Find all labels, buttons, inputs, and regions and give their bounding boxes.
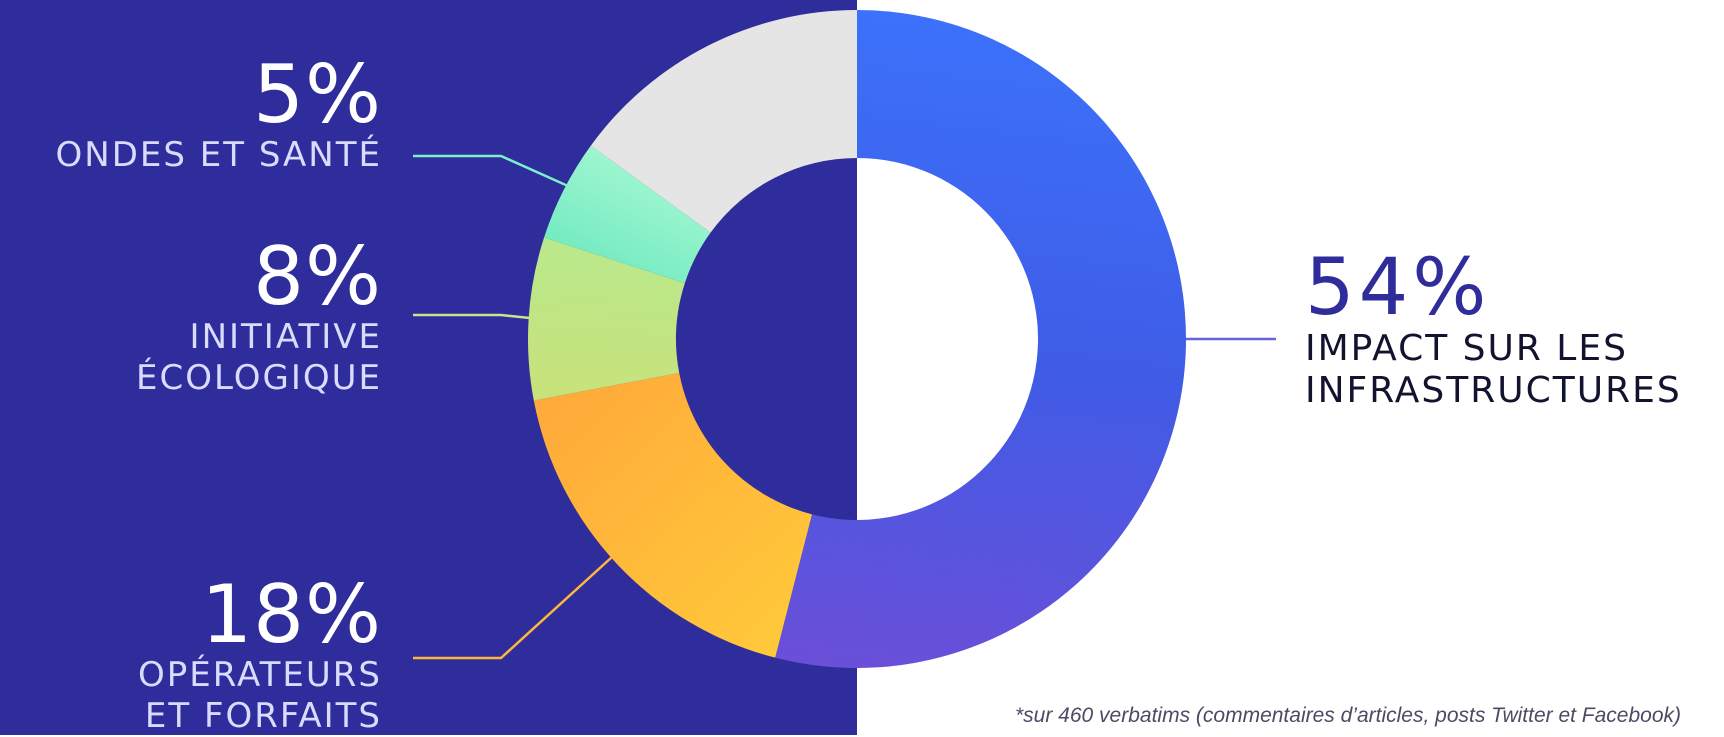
percent-infrastructures: 54%	[1305, 243, 1491, 333]
leader-line-ecologique	[413, 313, 531, 320]
footnote: *sur 460 verbatims (commentaires d’artic…	[1015, 704, 1682, 727]
category-infrastructures-line1: IMPACT SUR LES	[1305, 328, 1628, 369]
donut-slices	[528, 10, 1186, 668]
leader-line-operateurs	[413, 556, 613, 660]
category-operateurs-line2: ET FORFAITS	[144, 696, 382, 736]
category-operateurs-line1: OPÉRATEURS	[138, 655, 382, 695]
leader-lines	[413, 154, 1276, 660]
donut-slice-54pct	[775, 10, 1186, 668]
donut-slice-8pct	[528, 237, 685, 401]
donut-slice-5pct	[544, 145, 711, 284]
percent-operateurs: 18%	[201, 568, 382, 661]
category-ecologique-line1: INITIATIVE	[189, 317, 382, 357]
percent-ondes: 5%	[253, 48, 382, 141]
label-operateurs-et-forfaits: 18% OPÉRATEURS ET FORFAITS	[138, 575, 382, 737]
percent-ecologique: 8%	[253, 230, 382, 323]
category-ecologique-line2: ÉCOLOGIQUE	[136, 358, 382, 398]
label-impact-infrastructures: 54% IMPACT SUR LES INFRASTRUCTURES	[1305, 248, 1682, 412]
donut-slice-other	[590, 10, 857, 233]
label-initiative-ecologique: 8% INITIATIVE ÉCOLOGIQUE	[136, 237, 382, 399]
category-infrastructures-line2: INFRASTRUCTURES	[1305, 370, 1682, 411]
label-ondes-et-sante: 5% ONDES ET SANTÉ	[56, 55, 382, 176]
leader-line-ondes	[413, 154, 569, 188]
donut-slice-18pct	[533, 372, 812, 658]
category-ondes: ONDES ET SANTÉ	[55, 135, 382, 175]
